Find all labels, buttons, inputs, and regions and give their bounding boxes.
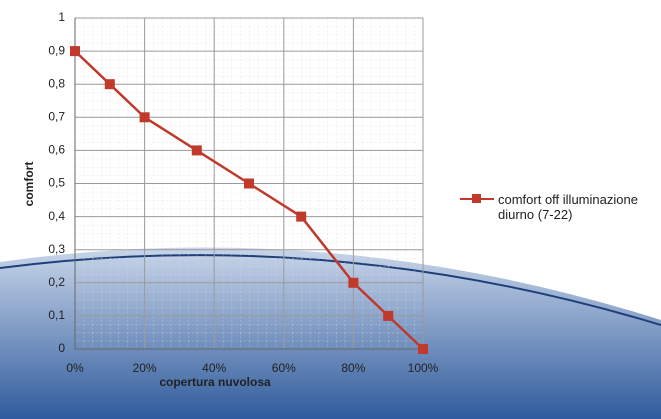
y-tick-label: 0,2	[48, 275, 65, 289]
y-tick-label: 0,9	[48, 43, 65, 57]
y-tick-label: 0,3	[48, 242, 65, 256]
legend-label: comfort off illuminazione diurno (7-22)	[498, 192, 638, 222]
x-tick-label: 60%	[272, 361, 296, 375]
y-tick-label: 0	[58, 341, 65, 355]
y-tick-label: 0,6	[48, 143, 65, 157]
data-point	[139, 112, 150, 123]
y-tick-label: 1	[58, 10, 65, 24]
data-point	[104, 79, 115, 90]
x-tick-label: 80%	[341, 361, 365, 375]
y-tick-label: 0,4	[48, 209, 65, 223]
legend-swatch	[460, 192, 494, 206]
y-tick-label: 0,1	[48, 308, 65, 322]
data-point	[348, 277, 359, 288]
data-point	[296, 211, 307, 222]
y-axis-title: comfort	[22, 162, 36, 207]
data-point	[244, 178, 254, 189]
x-tick-label: 20%	[133, 361, 157, 375]
x-tick-label: 0%	[66, 361, 84, 375]
data-point	[191, 145, 202, 156]
legend: comfort off illuminazione diurno (7-22)	[460, 192, 655, 222]
y-tick-label: 0,8	[48, 76, 65, 90]
data-point	[418, 344, 428, 354]
x-axis-title: copertura nuvolosa	[159, 375, 271, 389]
y-tick-label: 0,7	[48, 109, 65, 123]
data-point	[383, 310, 394, 321]
y-tick-label: 0,5	[48, 176, 65, 190]
x-tick-label: 40%	[202, 361, 226, 375]
x-tick-label: 100%	[408, 361, 439, 375]
data-point	[70, 46, 80, 57]
